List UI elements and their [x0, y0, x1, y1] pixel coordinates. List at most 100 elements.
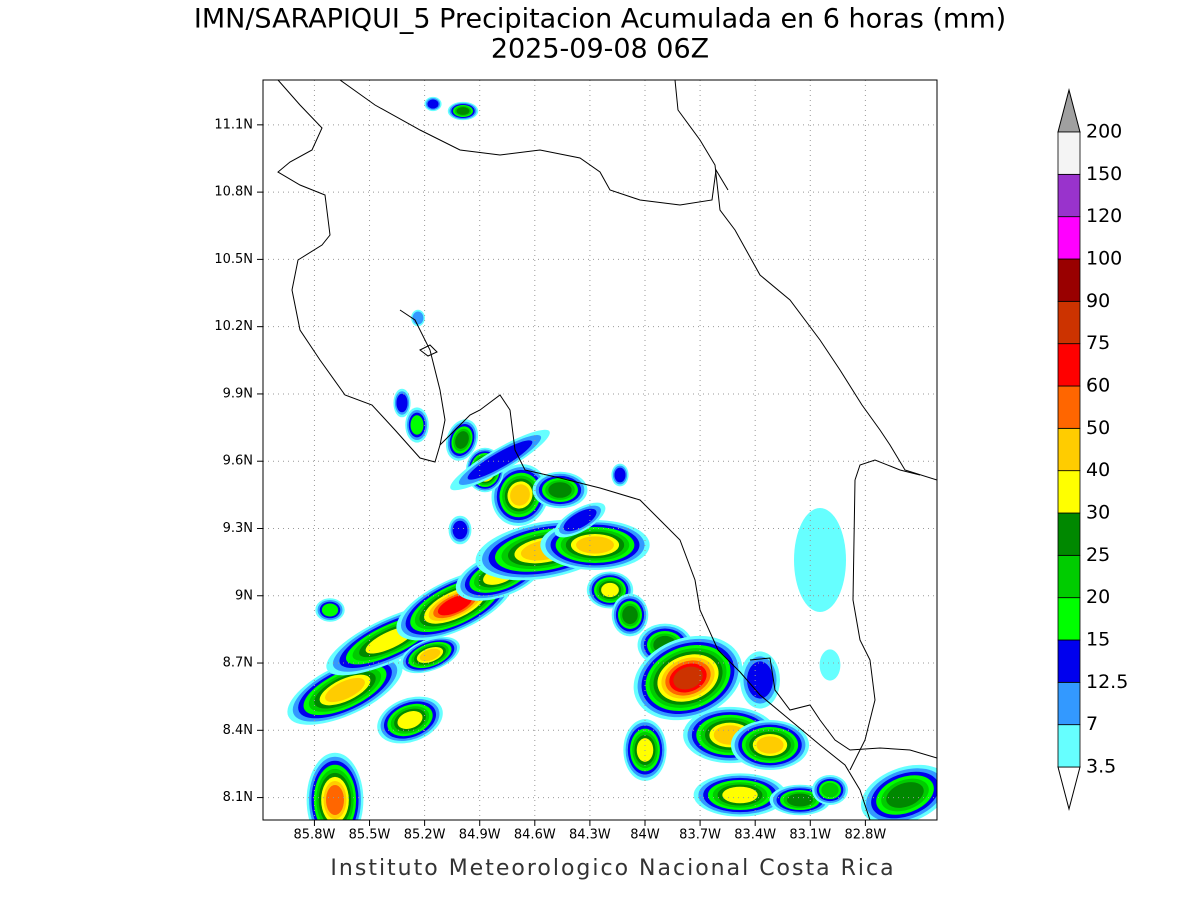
coastline	[419, 344, 438, 357]
colorbar-box	[1057, 597, 1081, 641]
y-tick-label: 8.1N	[223, 790, 253, 805]
rain-cell	[860, 764, 937, 820]
colorbar-box	[1057, 470, 1081, 514]
y-tick-label: 11.1N	[214, 117, 253, 132]
x-tick-label: 84.9W	[459, 828, 501, 843]
colorbar-label: 150	[1086, 163, 1122, 185]
colorbar-label: 3.5	[1086, 756, 1116, 778]
y-tick-label: 8.7N	[223, 656, 253, 671]
rain-cell	[611, 593, 649, 637]
rain-contour	[622, 605, 638, 625]
colorbar-label: 40	[1086, 459, 1110, 481]
rain-contour	[427, 99, 439, 109]
y-tick-label: 10.2N	[214, 319, 253, 334]
rain-cell	[450, 429, 550, 491]
colorbar-label: 60	[1086, 375, 1110, 397]
border	[849, 459, 921, 771]
coastline	[749, 657, 937, 759]
rain-contour	[419, 648, 441, 662]
grid	[263, 80, 937, 820]
x-tick-label: 85.8W	[294, 828, 336, 843]
rain-cell	[812, 775, 848, 805]
rain-contour	[821, 782, 839, 798]
colorbar-over	[1057, 88, 1081, 133]
rain-contour	[747, 661, 773, 699]
rain-contour	[563, 508, 597, 532]
colorbar-label: 100	[1086, 248, 1122, 270]
rain-cell	[730, 720, 810, 770]
colorbar-box	[1057, 258, 1081, 302]
rain-contour	[794, 508, 846, 612]
rain-contour	[321, 603, 339, 617]
coastlines	[277, 80, 937, 820]
rain-cell	[405, 407, 429, 443]
rain-cell	[447, 101, 479, 121]
y-tick-label: 10.5N	[214, 252, 253, 267]
coastline	[339, 80, 729, 206]
rain-contour	[756, 736, 784, 754]
rain-contour	[412, 311, 424, 325]
colorbar-box	[1057, 427, 1081, 472]
rain-cell	[377, 696, 443, 744]
precipitation-field	[287, 96, 937, 820]
rain-contour	[548, 482, 572, 498]
colorbar-under	[1057, 766, 1081, 811]
x-tick-label: 82.8W	[844, 828, 886, 843]
rain-cell	[315, 598, 345, 622]
rain-contour	[601, 582, 619, 598]
x-tick-label: 85.2W	[404, 828, 446, 843]
colorbar-box	[1057, 385, 1081, 429]
rain-contour	[456, 107, 470, 115]
x-tick-label: 84.6W	[514, 828, 556, 843]
y-tick-label: 8.4N	[223, 723, 253, 738]
rain-contour	[510, 484, 530, 506]
axis-labels: 85.8W 85.5W 85.2W 84.9W 84.6W 84.3W 84W 83.7W 83…	[214, 117, 886, 842]
colorbar-box	[1057, 343, 1081, 387]
y-tick-label: 9.6N	[223, 454, 253, 469]
colorbar-box	[1057, 173, 1081, 218]
colorbar-label: 20	[1086, 586, 1110, 608]
colorbar-box	[1057, 216, 1081, 260]
colorbar-label: 7	[1086, 713, 1098, 735]
colorbar-box	[1057, 554, 1081, 599]
rain-cell	[448, 515, 472, 545]
rain-cell	[424, 96, 442, 112]
colorbar-box	[1057, 300, 1081, 345]
rain-contour	[452, 520, 468, 540]
x-tick-label: 84.3W	[569, 828, 611, 843]
colorbar-label: 200	[1086, 121, 1122, 143]
rain-cell	[491, 464, 549, 526]
rain-contour	[722, 786, 758, 804]
rain-cell	[445, 419, 479, 461]
rain-cell	[393, 388, 411, 418]
rain-contour	[886, 782, 924, 808]
colorbar-box	[1057, 681, 1081, 726]
rain-contour	[325, 677, 365, 703]
rain-contour	[819, 649, 841, 681]
map-frame	[262, 79, 938, 821]
rain-contour	[410, 415, 424, 435]
y-tick-label: 9.3N	[223, 521, 253, 536]
rain-cell	[411, 309, 425, 327]
rain-contour	[396, 393, 408, 413]
x-tick-label: 83.7W	[679, 828, 721, 843]
coastline	[674, 80, 937, 481]
x-tick-label: 84W	[630, 828, 660, 843]
colorbar-label: 12.5	[1086, 671, 1128, 693]
colorbar-label: 25	[1086, 544, 1110, 566]
colorbar-label: 90	[1086, 290, 1110, 312]
rain-cell	[633, 635, 743, 721]
colorbar-label: 50	[1086, 417, 1110, 439]
coastline	[277, 80, 871, 820]
colorbar-box	[1057, 724, 1081, 768]
x-tick-label: 83.4W	[734, 828, 776, 843]
colorbar-label: 120	[1086, 205, 1122, 227]
rain-contour	[576, 536, 614, 554]
colorbar-label: 30	[1086, 502, 1110, 524]
rain-contour	[614, 467, 626, 483]
rain-cell	[306, 752, 364, 820]
rain-cell	[554, 502, 606, 538]
coastline	[399, 309, 446, 446]
rain-cell	[819, 649, 841, 681]
